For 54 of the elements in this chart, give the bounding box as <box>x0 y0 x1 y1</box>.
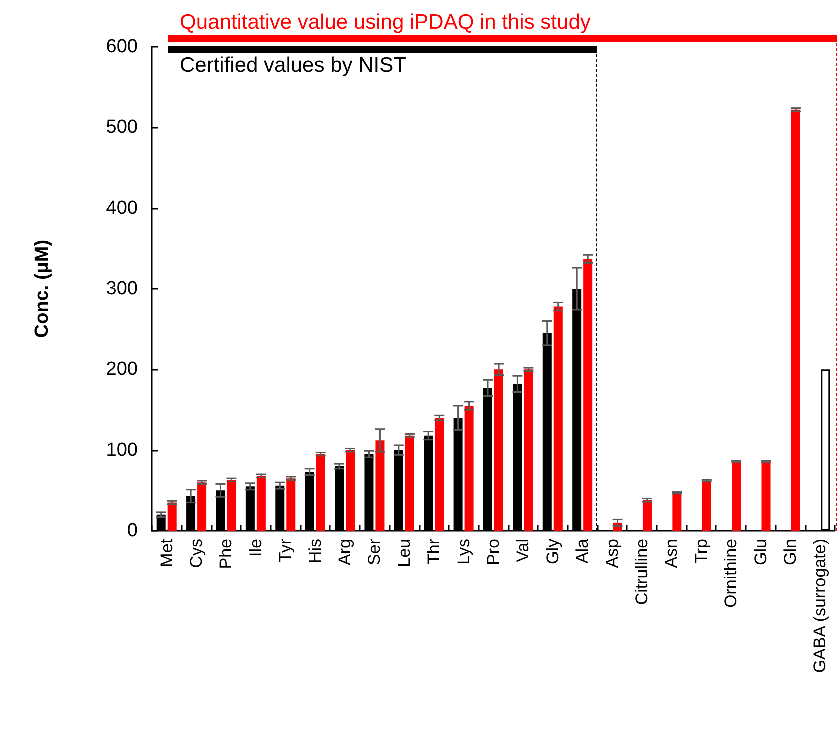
bar <box>642 500 652 531</box>
x-tick-label: His <box>306 539 325 564</box>
bar <box>168 502 177 531</box>
x-tick-label: Cys <box>187 539 206 568</box>
y-tick-label: 300 <box>106 278 138 300</box>
x-tick-label: Val <box>514 539 533 562</box>
bar <box>702 480 712 531</box>
bar <box>227 480 236 531</box>
x-tick-label: Met <box>157 538 176 568</box>
x-tick-label: Gln <box>780 539 800 566</box>
x-tick-label: Trp <box>692 539 711 564</box>
bar <box>316 454 326 531</box>
x-tick-label: Phe <box>216 539 236 570</box>
bar <box>405 436 414 531</box>
x-tick-label: Lys <box>454 539 474 565</box>
y-tick-label: 100 <box>106 440 138 461</box>
x-tick-label: Pro <box>484 539 503 566</box>
x-tick-label: Citrulline <box>632 539 652 606</box>
x-tick-label: Asp <box>602 539 622 568</box>
bar <box>346 450 356 531</box>
bar <box>286 478 296 531</box>
bar <box>256 476 266 531</box>
bar <box>762 462 771 531</box>
x-tick-label: Ornithine <box>722 539 741 608</box>
x-tick-label: Gly <box>543 538 562 564</box>
bar <box>584 259 593 531</box>
y-tick-label: 0 <box>127 520 138 542</box>
y-tick-label: 200 <box>106 359 138 380</box>
y-tick-label: 600 <box>106 36 138 58</box>
x-tick-label: Glu <box>751 539 770 566</box>
x-tick-label: Leu <box>394 539 414 568</box>
x-tick-label: Arg <box>336 539 355 566</box>
y-tick-label: 500 <box>106 117 138 138</box>
bar <box>672 493 682 531</box>
x-tick-label: Thr <box>424 538 444 564</box>
bar <box>198 482 207 531</box>
bar <box>464 406 474 531</box>
x-tick-label: GABA (surrogate) <box>810 539 830 674</box>
x-tick-label: Ala <box>573 538 592 564</box>
bar <box>524 370 534 531</box>
text: Certified values by NIST <box>180 54 406 76</box>
x-tick-label: Asn <box>662 539 682 568</box>
y-tick-label: 400 <box>106 198 138 219</box>
bar <box>376 440 385 531</box>
y-axis-title: Conc. (μM) <box>32 240 53 338</box>
bar <box>494 370 504 531</box>
bar <box>435 418 444 531</box>
x-tick-label: Ser <box>365 538 384 566</box>
text: Quantitative value using iPDAQ in this study <box>180 10 591 34</box>
bar <box>554 306 563 531</box>
bar <box>732 462 742 531</box>
x-tick-label: Ile <box>246 539 266 557</box>
bar <box>791 110 800 531</box>
x-tick-label: Tyr <box>276 538 296 563</box>
